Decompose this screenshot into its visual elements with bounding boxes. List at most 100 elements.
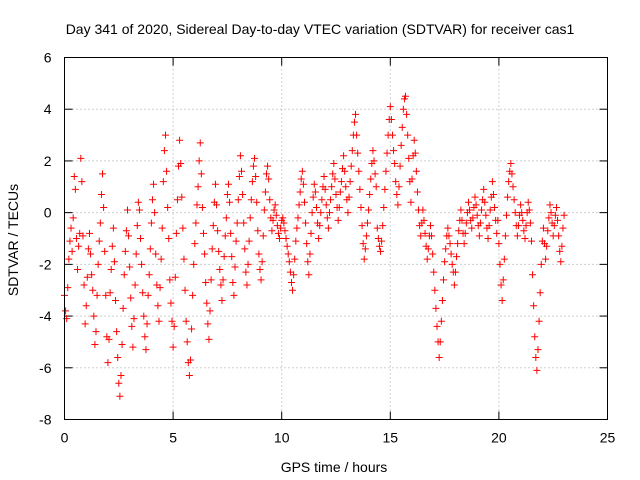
data-point-plus — [81, 320, 89, 328]
data-point-plus — [495, 240, 503, 248]
data-point-plus — [392, 178, 400, 186]
data-point-plus — [256, 266, 264, 274]
data-point-plus — [488, 178, 496, 186]
data-point-plus — [134, 198, 142, 206]
data-point-plus — [207, 276, 215, 284]
data-point-plus — [227, 229, 235, 237]
data-point-plus — [122, 227, 130, 235]
data-point-plus — [117, 372, 125, 380]
data-point-plus — [213, 201, 221, 209]
data-point-plus — [151, 209, 159, 217]
data-point-plus — [157, 255, 165, 263]
data-point-plus — [493, 229, 501, 237]
data-point-plus — [219, 276, 227, 284]
data-point-plus — [352, 110, 360, 118]
points-layer — [61, 92, 568, 400]
data-point-plus — [224, 180, 232, 188]
data-point-plus — [121, 247, 129, 255]
data-point-plus — [558, 242, 566, 250]
data-point-plus — [387, 116, 395, 124]
data-point-plus — [66, 237, 74, 245]
data-point-plus — [266, 196, 274, 204]
data-point-plus — [285, 258, 293, 266]
data-point-plus — [290, 271, 298, 279]
data-point-plus — [72, 235, 80, 242]
data-point-plus — [131, 281, 139, 289]
data-point-plus — [232, 237, 240, 245]
data-point-plus — [246, 214, 254, 222]
data-point-plus — [209, 222, 217, 230]
data-point-plus — [173, 196, 181, 204]
data-point-plus — [108, 242, 116, 250]
data-point-plus — [445, 232, 453, 240]
data-point-plus — [405, 154, 413, 162]
data-point-plus — [332, 191, 340, 199]
data-point-plus — [491, 203, 499, 211]
data-point-plus — [357, 203, 365, 211]
data-point-plus — [118, 341, 126, 349]
data-point-plus — [371, 170, 379, 178]
data-point-plus — [97, 191, 105, 199]
data-point-plus — [428, 232, 436, 240]
data-point-plus — [264, 162, 272, 170]
data-point-plus — [551, 211, 559, 219]
data-point-plus — [236, 152, 244, 160]
data-point-plus — [499, 276, 507, 284]
data-point-plus — [229, 278, 237, 286]
data-point-plus — [342, 183, 350, 191]
data-point-plus — [169, 343, 177, 351]
data-point-plus — [83, 273, 91, 281]
data-point-plus — [542, 255, 550, 263]
data-point-plus — [438, 297, 446, 305]
data-point-plus — [271, 201, 279, 209]
data-point-plus — [128, 322, 136, 330]
data-point-plus — [203, 299, 211, 307]
data-point-plus — [167, 299, 175, 307]
data-point-plus — [305, 271, 313, 279]
data-point-plus — [446, 240, 454, 248]
data-point-plus — [546, 201, 554, 209]
data-point-plus — [147, 219, 155, 227]
data-point-plus — [293, 224, 301, 232]
data-point-plus — [269, 216, 277, 224]
data-point-plus — [241, 245, 249, 253]
data-point-plus — [65, 255, 73, 263]
data-point-plus — [247, 196, 255, 204]
data-point-plus — [451, 268, 459, 276]
data-point-plus — [372, 183, 380, 191]
data-point-plus — [382, 167, 390, 175]
data-point-plus — [248, 178, 256, 186]
data-point-plus — [424, 245, 432, 253]
data-point-plus — [310, 180, 318, 188]
data-point-plus — [388, 131, 396, 139]
data-point-plus — [255, 250, 263, 258]
data-point-plus — [168, 317, 176, 325]
data-point-plus — [193, 201, 201, 209]
data-point-plus — [270, 206, 278, 214]
data-point-plus — [315, 235, 323, 242]
data-point-plus — [337, 178, 345, 186]
data-point-plus — [196, 139, 204, 147]
data-point-plus — [521, 235, 529, 242]
data-point-plus — [532, 353, 540, 361]
data-point-plus — [530, 302, 538, 310]
data-point-plus — [317, 209, 325, 217]
data-point-plus — [182, 317, 190, 325]
data-point-plus — [156, 284, 164, 292]
data-point-plus — [375, 242, 383, 250]
data-point-plus — [201, 250, 209, 258]
x-tick-label: 25 — [600, 430, 616, 446]
data-point-plus — [417, 232, 425, 240]
data-point-plus — [294, 214, 302, 222]
data-point-plus — [536, 289, 544, 297]
data-point-plus — [129, 343, 137, 351]
data-point-plus — [139, 289, 147, 297]
plot-frame — [64, 57, 608, 420]
data-point-plus — [200, 229, 208, 237]
y-tick-label: 6 — [44, 50, 52, 66]
data-point-plus — [282, 235, 290, 242]
data-point-plus — [539, 224, 547, 232]
data-point-plus — [90, 312, 98, 320]
data-point-plus — [204, 320, 212, 328]
